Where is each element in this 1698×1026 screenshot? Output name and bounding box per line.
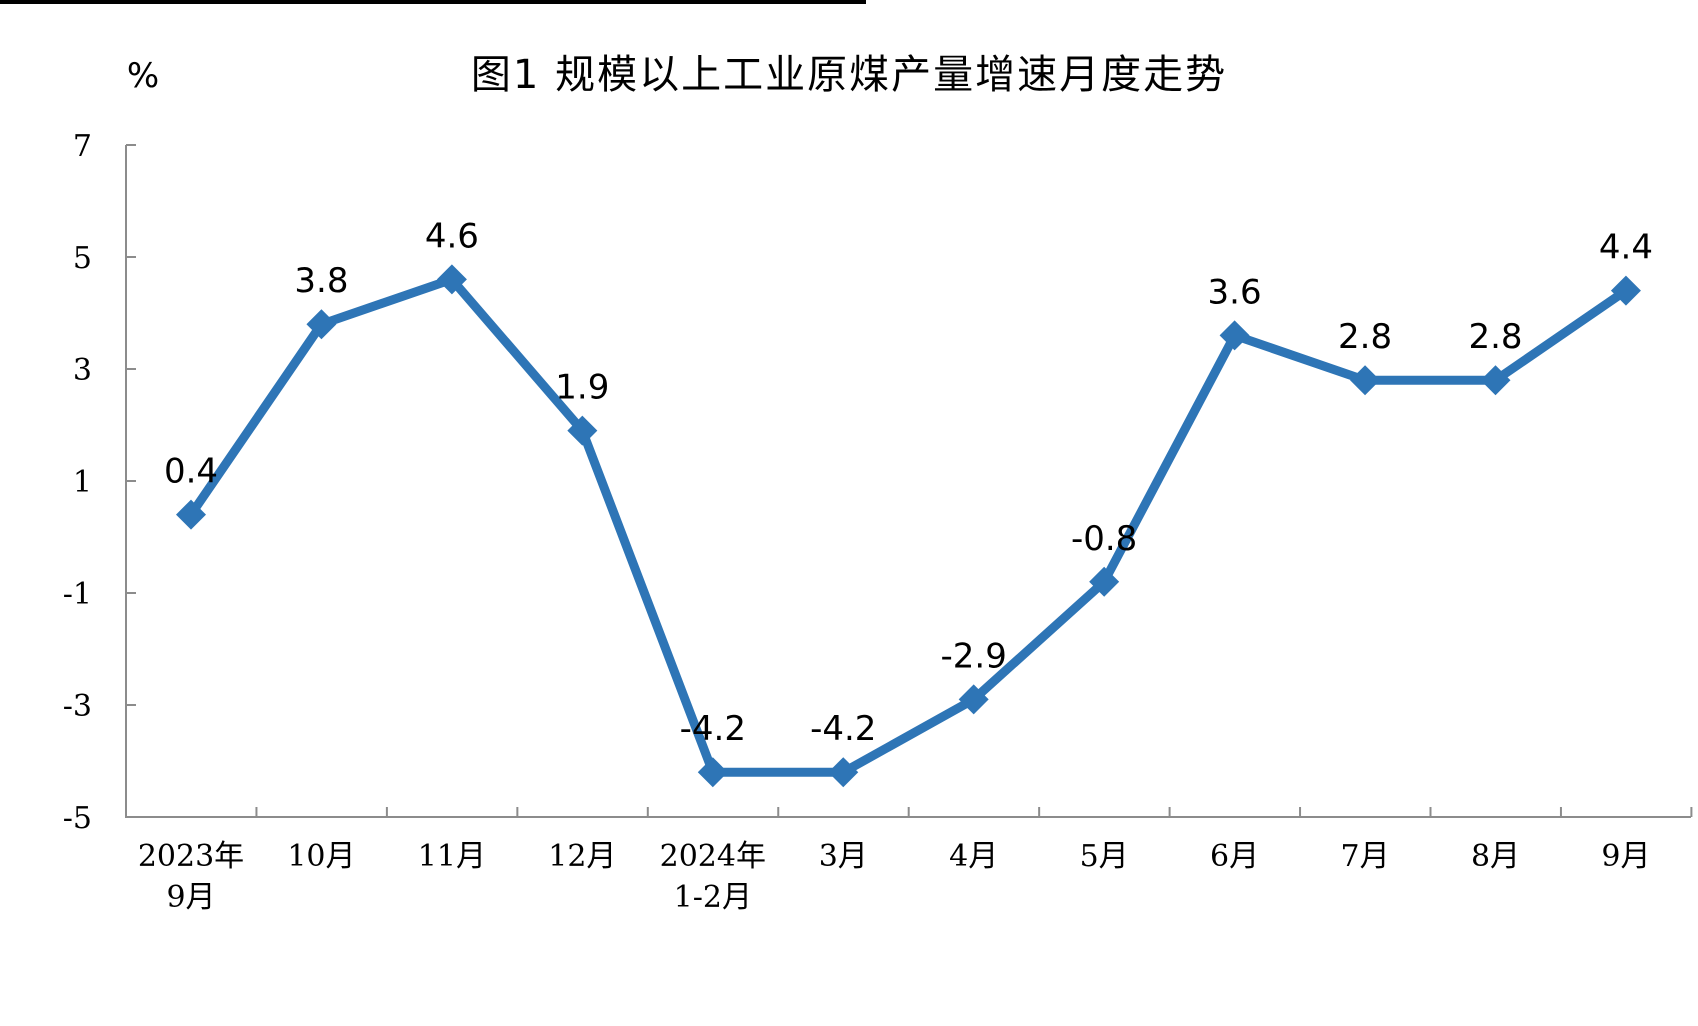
x-axis-category-label: 4月 — [949, 839, 998, 874]
data-point-marker — [306, 309, 337, 340]
y-axis-unit-label: % — [126, 56, 160, 96]
x-axis-category-label: 2023年 — [138, 839, 244, 874]
top-border-line — [0, 0, 866, 4]
x-axis-category-label: 6月 — [1210, 839, 1259, 874]
data-point-label: 3.6 — [1208, 272, 1262, 312]
data-point-label: 3.8 — [294, 261, 348, 301]
x-axis-category-label: 7月 — [1341, 839, 1390, 874]
data-point-label: -4.2 — [680, 709, 746, 749]
data-point-label: 2.8 — [1338, 317, 1392, 357]
data-point-label: 2.8 — [1468, 317, 1522, 357]
x-axis-category-label: 10月 — [287, 839, 355, 874]
chart-title: 图1 规模以上工业原煤产量增速月度走势 — [470, 52, 1228, 98]
y-axis-tick-label: 5 — [73, 241, 92, 276]
data-point-label: 4.4 — [1599, 228, 1653, 268]
y-axis-tick-label: 7 — [73, 129, 92, 164]
data-point-label: 0.4 — [164, 452, 218, 492]
x-axis-category-label: 3月 — [819, 839, 868, 874]
y-axis-tick-label: 1 — [73, 465, 92, 500]
data-point-marker — [567, 415, 598, 446]
y-axis-tick-label: -3 — [63, 689, 92, 724]
data-point-marker — [828, 757, 859, 788]
x-axis-category-label: 9月 — [166, 880, 215, 915]
data-point-marker — [958, 684, 989, 715]
data-point-marker — [1219, 320, 1250, 351]
y-axis-tick-label: -1 — [63, 577, 92, 612]
data-point-marker — [1350, 365, 1381, 396]
data-point-marker — [1089, 566, 1120, 597]
axis-lines — [125, 145, 1691, 818]
data-point-marker — [176, 499, 206, 530]
x-axis-category-label: 11月 — [418, 839, 486, 874]
data-point-label: -0.8 — [1071, 519, 1137, 559]
x-axis-category-label: 9月 — [1601, 839, 1650, 874]
y-axis-tick-label: 3 — [73, 353, 92, 388]
series-line — [186, 274, 1631, 777]
data-point-label: 4.6 — [425, 216, 479, 256]
x-axis-category-label: 5月 — [1080, 839, 1129, 874]
x-axis-category-label: 8月 — [1471, 839, 1520, 874]
data-point-marker — [1610, 275, 1641, 306]
data-point-marker — [1480, 365, 1511, 396]
data-point-label: 1.9 — [555, 368, 609, 408]
data-point-marker — [697, 757, 728, 788]
x-axis-category-label: 1-2月 — [674, 880, 752, 915]
x-axis-category-label: 2024年 — [660, 839, 766, 874]
x-axis-category-label: 12月 — [548, 839, 616, 874]
data-point-marker — [436, 264, 467, 295]
y-axis-tick-label: -5 — [63, 801, 92, 836]
data-point-label: -2.9 — [941, 636, 1007, 676]
data-point-label: -4.2 — [810, 709, 876, 749]
